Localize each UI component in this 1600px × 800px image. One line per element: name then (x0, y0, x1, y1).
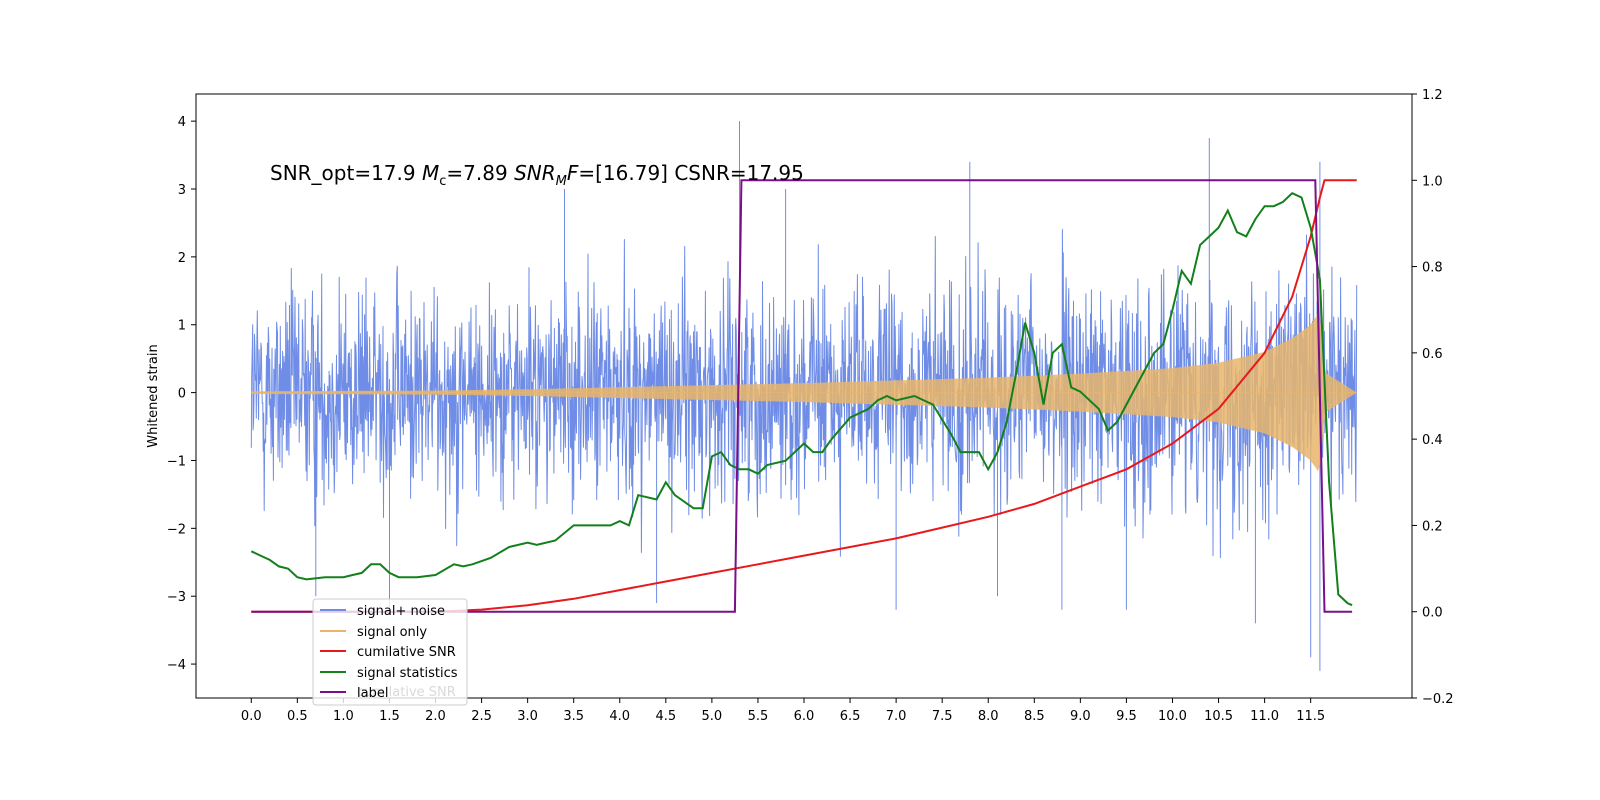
y2-tick-label: 1.2 (1422, 88, 1443, 103)
y-tick-label: −3 (167, 590, 186, 605)
y-tick-label: 0 (178, 387, 186, 402)
x-tick-label: 1.0 (333, 709, 354, 724)
x-tick-label: 6.0 (794, 709, 815, 724)
series-layer (250, 121, 1358, 671)
x-tick-label: 2.5 (471, 709, 492, 724)
snr-annotation: SNR_opt=17.9 Mc=7.89 SNRMF=[16.79] CSNR=… (270, 161, 804, 189)
y2-tick-label: 0.4 (1422, 433, 1443, 448)
x-tick-label: 6.5 (840, 709, 861, 724)
legend-label-label: label (357, 686, 388, 701)
legend-label-cumulative-snr: cumilative SNR (357, 645, 456, 660)
x-axis: 0.0 0.5 1.0 1.5 2.0 2.5 3.0 3.5 4.0 4.5 5.0 5.5 6.0 6… (241, 698, 1325, 724)
x-tick-label: 1.5 (379, 709, 400, 724)
x-tick-label: 3.5 (563, 709, 584, 724)
y-axis-left: 4 3 2 1 0 −1 −2 −3 −4 (167, 115, 196, 673)
y2-tick-label: 0.2 (1422, 519, 1443, 534)
x-tick-label: 11.0 (1250, 709, 1279, 724)
x-tick-label: 8.0 (978, 709, 999, 724)
x-tick-label: 0.5 (287, 709, 308, 724)
x-tick-label: 5.0 (702, 709, 723, 724)
legend-box (312, 598, 468, 706)
x-tick-label: 10.0 (1158, 709, 1187, 724)
y2-tick-label: 0.0 (1422, 606, 1443, 621)
x-tick-label: 2.0 (425, 709, 446, 724)
x-tick-label: 11.5 (1296, 709, 1325, 724)
cumulative-snr-line (251, 179, 1357, 613)
label-line (251, 179, 1353, 613)
x-tick-label: 4.5 (655, 709, 676, 724)
x-tick-label: 9.0 (1070, 709, 1091, 724)
signal-statistics-line (250, 192, 1353, 607)
y-axis-right: 1.2 1.0 0.8 0.6 0.4 0.2 0.0 −0.2 (1412, 88, 1454, 707)
y-tick-label: 4 (178, 115, 186, 130)
legend-label-signal-only: signal only (357, 625, 427, 640)
y-tick-label: 3 (178, 183, 186, 198)
y2-tick-label: −0.2 (1422, 692, 1454, 707)
x-tick-label: 5.5 (748, 709, 769, 724)
legend-hidden-text: cumilative SNR (357, 685, 456, 700)
y-tick-label: −4 (167, 658, 186, 673)
y-axis-label: Whitened strain (146, 344, 161, 447)
annotation-mc-sub: c (439, 174, 446, 189)
y-tick-label: 1 (178, 319, 186, 334)
y2-tick-label: 1.0 (1422, 174, 1443, 189)
y2-tick-label: 0.8 (1422, 261, 1443, 276)
y2-tick-label: 0.6 (1422, 347, 1443, 362)
annotation-part1: SNR_opt=17.9 (270, 161, 422, 185)
x-tick-label: 10.5 (1204, 709, 1233, 724)
annotation-part2: =7.89 (446, 161, 514, 185)
y-tick-label: −2 (167, 522, 186, 537)
y-tick-label: −1 (167, 454, 186, 469)
x-tick-label: 0.0 (241, 709, 262, 724)
x-tick-label: 3.0 (517, 709, 538, 724)
x-tick-label: 8.5 (1024, 709, 1045, 724)
annotation-snr-symbol: SNR (514, 161, 556, 185)
y-tick-label: 2 (178, 251, 186, 266)
annotation-snr-sub: M (556, 174, 567, 189)
legend-label-signal-noise: signal+ noise (357, 604, 445, 619)
annotation-part3: =[16.79] CSNR=17.95 (578, 161, 804, 185)
x-tick-label: 7.5 (932, 709, 953, 724)
legend-label-signal-statistics: signal statistics (357, 666, 458, 681)
legend: cumilative SNR signal+ noise signal only… (312, 598, 468, 706)
x-tick-label: 7.0 (886, 709, 907, 724)
x-tick-label: 9.5 (1116, 709, 1137, 724)
annotation-snr-f: F (567, 161, 579, 185)
x-tick-label: 4.0 (609, 709, 630, 724)
annotation-mc-symbol: M (422, 161, 439, 185)
